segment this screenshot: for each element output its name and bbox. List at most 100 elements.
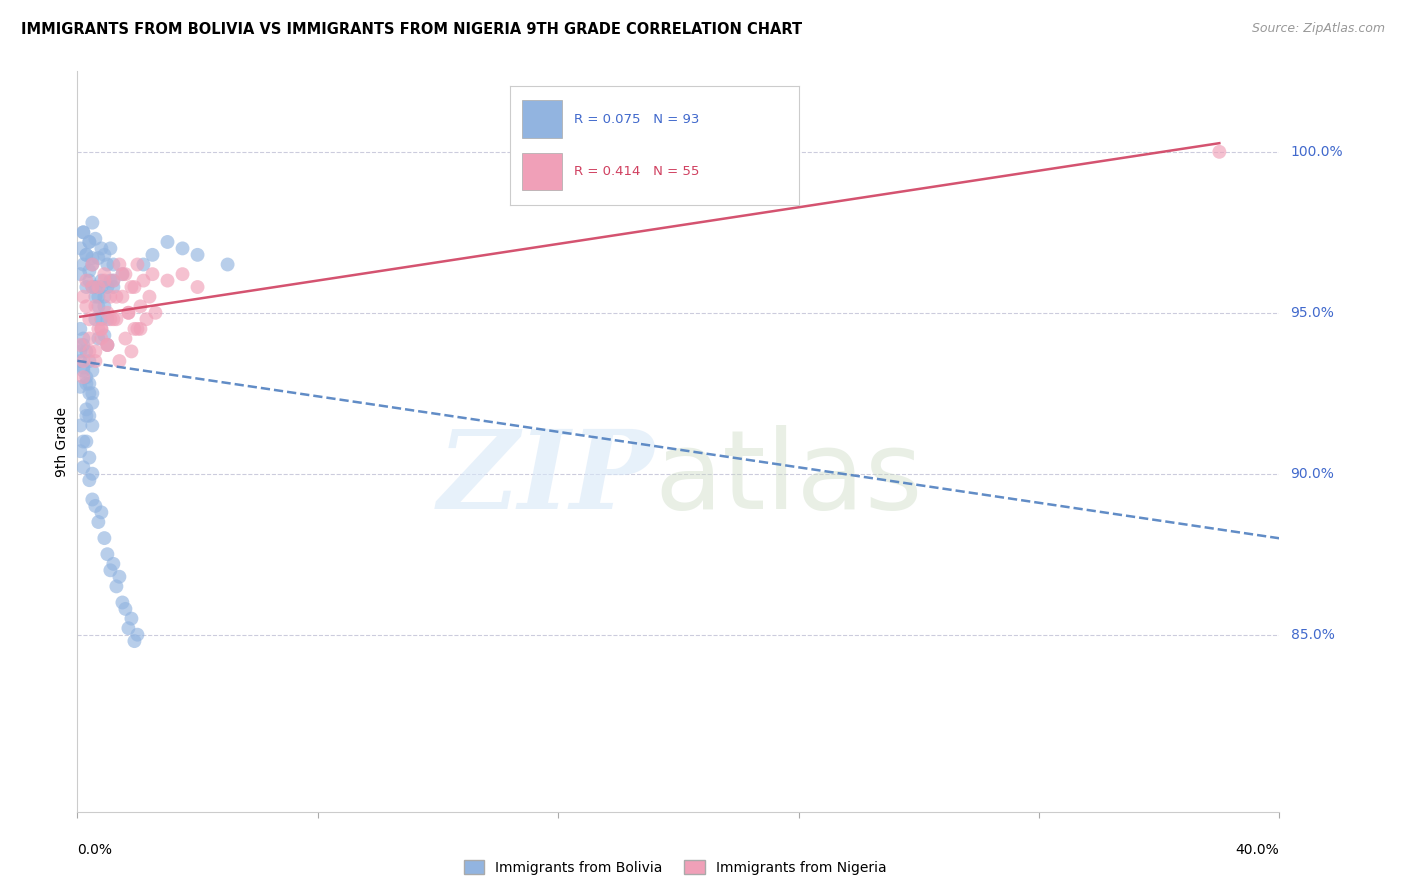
Point [69,380,91,394]
Point [114,267,136,281]
Point [120,611,142,625]
Point [96,258,118,272]
Point [75,280,97,294]
Point [138,290,160,304]
Point [100,312,122,326]
Text: 90.0%: 90.0% [1291,467,1334,481]
Point [82,280,104,294]
Point [93,290,115,304]
Point [79,274,101,288]
Point [103,312,125,326]
Point [93,267,115,281]
Point [82,467,104,481]
Point [90,312,112,326]
Point [124,634,146,648]
Point [135,312,157,326]
Point [84,354,107,368]
Point [111,267,134,281]
Point [72,370,94,384]
Point [75,376,97,391]
Point [186,280,209,294]
Point [72,460,94,475]
Point [79,235,101,249]
Text: IMMIGRANTS FROM BOLIVIA VS IMMIGRANTS FROM NIGERIA 9TH GRADE CORRELATION CHART: IMMIGRANTS FROM BOLIVIA VS IMMIGRANTS FR… [21,22,803,37]
Point [100,290,122,304]
Point [103,557,125,571]
Point [90,332,112,346]
Point [87,299,110,313]
Point [127,322,149,336]
Point [156,274,179,288]
Point [105,579,128,593]
Point [217,258,239,272]
Text: 85.0%: 85.0% [1291,628,1334,641]
Point [108,354,131,368]
Point [96,280,118,294]
Point [75,434,97,449]
Point [69,354,91,368]
Point [79,473,101,487]
Point [90,241,112,255]
Point [93,299,115,313]
Point [87,322,110,336]
Point [82,386,104,401]
Point [103,274,125,288]
Point [75,402,97,417]
Point [1208,145,1230,159]
Point [96,338,118,352]
Point [69,338,91,352]
Text: atlas: atlas [654,425,922,532]
Point [108,570,131,584]
Point [75,248,97,262]
Text: 95.0%: 95.0% [1291,306,1334,319]
Point [100,563,122,577]
Point [75,370,97,384]
Point [120,344,142,359]
Point [93,328,115,343]
Point [96,338,118,352]
Point [72,338,94,352]
Point [84,290,107,304]
Point [141,248,163,262]
Point [96,338,118,352]
Point [69,241,91,255]
Point [69,344,91,359]
Point [117,306,139,320]
Point [75,248,97,262]
Point [96,547,118,561]
Point [93,274,115,288]
Point [117,621,139,635]
Point [87,332,110,346]
Point [186,248,209,262]
Legend: Immigrants from Bolivia, Immigrants from Nigeria: Immigrants from Bolivia, Immigrants from… [458,855,891,880]
Text: 40.0%: 40.0% [1236,843,1279,857]
Point [82,258,104,272]
Point [82,258,104,272]
Point [69,418,91,433]
Point [124,322,146,336]
Point [120,280,142,294]
Point [82,364,104,378]
Point [79,450,101,465]
Point [79,264,101,278]
Y-axis label: 9th Grade: 9th Grade [55,407,69,476]
Point [72,434,94,449]
Point [129,299,152,313]
Point [82,251,104,265]
Point [87,251,110,265]
Point [87,290,110,304]
Point [105,312,128,326]
Point [93,248,115,262]
Point [72,225,94,239]
Text: ZIP: ZIP [437,425,654,533]
Point [75,344,97,359]
Point [90,274,112,288]
Point [75,299,97,313]
Point [90,322,112,336]
Point [96,312,118,326]
Point [72,364,94,378]
Point [79,344,101,359]
Point [82,418,104,433]
Point [87,515,110,529]
Point [111,595,134,609]
